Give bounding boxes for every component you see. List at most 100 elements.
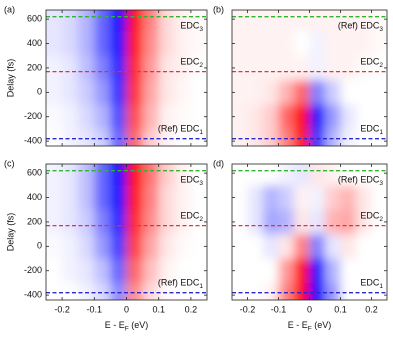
heatmap-cell <box>279 234 295 259</box>
heatmap-cell <box>94 56 111 81</box>
heatmap-cell <box>341 259 357 284</box>
edc-name: EDC <box>180 57 200 67</box>
heatmap-cell <box>325 80 341 105</box>
edc-subscript: 2 <box>379 216 383 223</box>
x-axis-label: E - EF (eV) <box>105 320 149 332</box>
heatmap-cell <box>279 31 295 56</box>
heatmap-cell <box>263 0 279 32</box>
y-tick-label: 200 <box>27 62 42 72</box>
heatmap-cell <box>294 210 310 235</box>
edc-subscript: 1 <box>379 283 383 290</box>
heatmap-cell <box>279 0 295 32</box>
y-axis-label: Delay (fs) <box>5 59 15 98</box>
heatmap-cell <box>263 80 279 105</box>
heatmap-cell <box>110 56 127 81</box>
heatmap-cell <box>279 210 295 235</box>
heatmap-cell <box>110 185 127 210</box>
edc-prefix: (Ref) <box>158 278 181 288</box>
y-tick-label: -400 <box>24 289 42 299</box>
edc-name: EDC <box>360 278 380 288</box>
edc-subscript: 1 <box>199 283 203 290</box>
heatmap-cell <box>372 234 393 259</box>
heatmap-cell <box>325 185 341 210</box>
heatmap-cell <box>127 259 144 284</box>
x-tick-label: -0.2 <box>240 304 256 314</box>
y-tick-label: 600 <box>27 168 42 178</box>
edc-name: EDC <box>180 211 200 221</box>
heatmap-cell <box>62 234 79 259</box>
heatmap-cell <box>310 0 326 32</box>
heatmap-cell <box>159 0 176 32</box>
heatmap-cell <box>279 259 295 284</box>
heatmap-cell <box>110 105 127 130</box>
heatmap-cell <box>341 210 357 235</box>
heatmap-cell <box>159 141 176 186</box>
heatmap-cell <box>294 234 310 259</box>
edc-name: EDC <box>360 175 380 185</box>
heatmap-cell <box>356 234 372 259</box>
edc-subscript: 3 <box>199 180 203 187</box>
heatmap-cell <box>294 105 310 130</box>
heatmap-cell <box>127 0 144 32</box>
x-axis-label-unit: (eV) <box>312 320 332 330</box>
panel-label: (b) <box>213 4 224 14</box>
heatmap-cell <box>127 31 144 56</box>
heatmap-cell <box>294 141 310 186</box>
heatmap-cell <box>263 234 279 259</box>
heatmap-cell <box>310 259 326 284</box>
heatmap-cell <box>279 80 295 105</box>
heatmap-cell <box>248 185 264 210</box>
heatmap-cell <box>279 56 295 81</box>
heatmap-cell <box>325 259 341 284</box>
heatmap-cell <box>341 31 357 56</box>
heatmap-cell <box>159 80 176 105</box>
heatmap-cell <box>78 31 95 56</box>
y-tick-label: 400 <box>27 192 42 202</box>
x-tick-label: 0.2 <box>185 304 198 314</box>
heatmap-cell <box>62 105 79 130</box>
y-tick-label: 0 <box>37 241 42 251</box>
edc-name: EDC <box>360 211 380 221</box>
heatmap-cell <box>279 105 295 130</box>
heatmap-cell <box>263 259 279 284</box>
heatmap-cell <box>143 31 160 56</box>
heatmap-cell <box>127 56 144 81</box>
heatmap-cell <box>356 31 372 56</box>
heatmap-cell <box>294 185 310 210</box>
heatmap-cell <box>248 141 264 186</box>
heatmap-cell <box>341 105 357 130</box>
heatmap-cell <box>143 259 160 284</box>
edc-subscript: 3 <box>199 26 203 33</box>
heatmap-cell <box>325 210 341 235</box>
edc-name: EDC <box>180 21 200 31</box>
edc-subscript: 2 <box>199 62 203 69</box>
x-axis-label-main: E - E <box>288 320 308 330</box>
heatmap-cell <box>175 80 192 105</box>
edc-subscript: 1 <box>379 129 383 136</box>
heatmap-cell <box>127 141 144 186</box>
edc-prefix: (Ref) <box>338 21 361 31</box>
heatmap-cell <box>248 56 264 81</box>
heatmap-cell <box>78 105 95 130</box>
heatmap-cell <box>294 80 310 105</box>
edc-prefix: (Ref) <box>338 175 361 185</box>
heatmap-cell <box>143 105 160 130</box>
heatmap-cell <box>62 141 79 186</box>
heatmap-cell <box>127 80 144 105</box>
heatmap-cell <box>310 234 326 259</box>
heatmap-cell <box>78 259 95 284</box>
heatmap-cell <box>310 141 326 186</box>
heatmap-cell <box>279 141 295 186</box>
heatmap-cell <box>62 259 79 284</box>
edc-subscript: 2 <box>199 216 203 223</box>
panel-label: (d) <box>213 158 224 168</box>
heatmap-cell <box>263 105 279 130</box>
heatmap-cell <box>248 210 264 235</box>
y-tick-label: 200 <box>27 216 42 226</box>
heatmap-cell <box>248 31 264 56</box>
heatmap-cell <box>372 185 393 210</box>
heatmap-cell <box>159 210 176 235</box>
heatmap-cell <box>143 210 160 235</box>
